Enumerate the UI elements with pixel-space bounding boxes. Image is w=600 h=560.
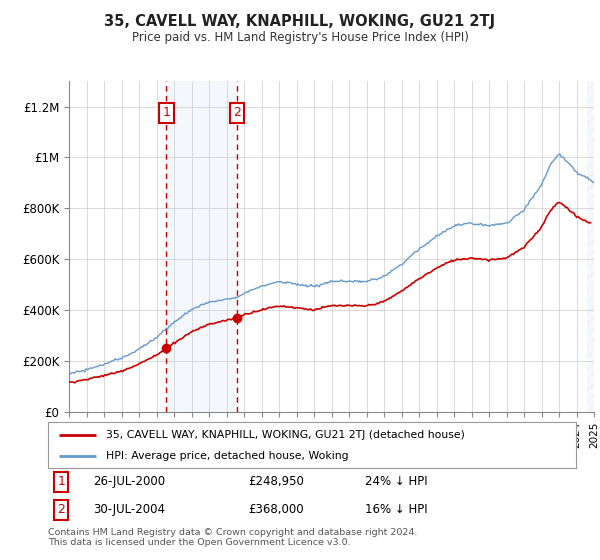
Text: 35, CAVELL WAY, KNAPHILL, WOKING, GU21 2TJ (detached house): 35, CAVELL WAY, KNAPHILL, WOKING, GU21 2…	[106, 430, 465, 440]
Text: 30-JUL-2004: 30-JUL-2004	[93, 503, 165, 516]
Bar	[166, 81, 236, 412]
Text: 2: 2	[233, 106, 241, 119]
Text: £368,000: £368,000	[248, 503, 304, 516]
Text: 2: 2	[57, 503, 65, 516]
Text: 1: 1	[57, 475, 65, 488]
Text: Contains HM Land Registry data © Crown copyright and database right 2024.
This d: Contains HM Land Registry data © Crown c…	[48, 528, 418, 547]
Text: 24% ↓ HPI: 24% ↓ HPI	[365, 475, 427, 488]
Text: 35, CAVELL WAY, KNAPHILL, WOKING, GU21 2TJ: 35, CAVELL WAY, KNAPHILL, WOKING, GU21 2…	[104, 14, 496, 29]
Text: 16% ↓ HPI: 16% ↓ HPI	[365, 503, 427, 516]
Bar	[587, 81, 594, 412]
Text: HPI: Average price, detached house, Woking: HPI: Average price, detached house, Woki…	[106, 451, 349, 461]
Text: Price paid vs. HM Land Registry's House Price Index (HPI): Price paid vs. HM Land Registry's House …	[131, 31, 469, 44]
Text: 26-JUL-2000: 26-JUL-2000	[93, 475, 165, 488]
Text: £248,950: £248,950	[248, 475, 305, 488]
Text: 1: 1	[163, 106, 170, 119]
